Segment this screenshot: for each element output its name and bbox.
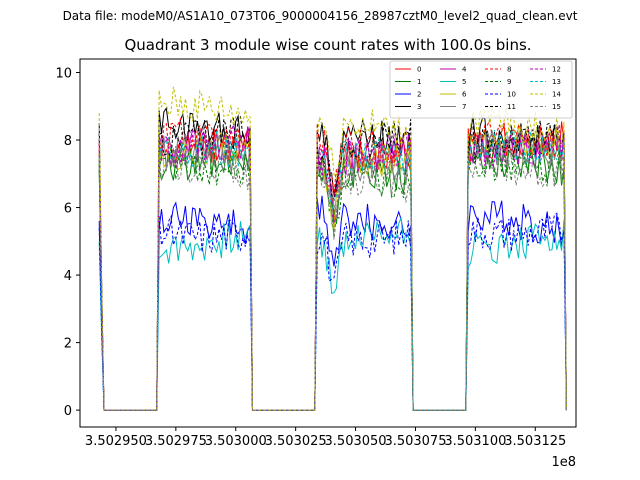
series-line-12: [98, 123, 567, 411]
x-tick-label: 3.503075: [384, 434, 446, 449]
legend-label-12: 12: [552, 66, 561, 74]
legend-label-7: 7: [462, 103, 466, 111]
x-tick-label: 3.503100: [444, 434, 506, 449]
legend-label-6: 6: [462, 91, 467, 99]
legend-label-3: 3: [417, 103, 421, 111]
plot-frame: [79, 58, 577, 428]
x-tick-label: 3.503000: [205, 434, 267, 449]
y-axis: 0 2 4 6 8 10: [55, 67, 80, 419]
y-tick-label: 10: [55, 67, 72, 82]
series-line-8: [98, 117, 567, 411]
series-line-2: [98, 195, 567, 411]
series-line-9: [98, 142, 567, 411]
legend-label-0: 0: [417, 66, 421, 74]
legend-label-14: 14: [552, 91, 561, 99]
y-tick-label: 8: [64, 134, 72, 149]
x-offset-label: 1e8: [551, 455, 576, 470]
legend-label-4: 4: [462, 66, 467, 74]
legend-label-2: 2: [417, 91, 421, 99]
series-line-10: [98, 212, 567, 411]
x-tick-label: 3.503050: [325, 434, 387, 449]
chart-title: Quadrant 3 module wise count rates with …: [124, 36, 531, 54]
legend-label-11: 11: [507, 103, 516, 111]
y-tick-label: 6: [64, 202, 72, 217]
series-line-15: [98, 143, 567, 411]
figure-suptitle: Data file: modeM0/AS1A10_073T06_90000041…: [63, 9, 578, 23]
y-tick-label: 4: [64, 269, 72, 284]
series-line-13: [98, 127, 567, 411]
series-line-4: [98, 126, 567, 411]
series-line-5: [98, 217, 567, 411]
series-line-7: [98, 130, 567, 411]
series-line-6: [98, 123, 567, 411]
legend-label-5: 5: [462, 78, 466, 86]
y-tick-label: 0: [64, 404, 72, 419]
x-tick-label: 3.502950: [85, 434, 147, 449]
x-tick-label: 3.503025: [265, 434, 327, 449]
x-tick-label: 3.502975: [145, 434, 207, 449]
legend-label-9: 9: [507, 78, 511, 86]
series-line-11: [98, 115, 567, 411]
legend-label-10: 10: [507, 91, 516, 99]
x-tick-label: 3.503125: [504, 434, 566, 449]
legend-label-13: 13: [552, 78, 561, 86]
legend-label-15: 15: [552, 103, 561, 111]
legend-box: [389, 60, 573, 119]
y-tick-label: 2: [64, 337, 72, 352]
legend-label-8: 8: [507, 66, 511, 74]
legend-label-1: 1: [417, 78, 421, 86]
plot-lines: [98, 86, 567, 411]
x-axis: 3.5029503.5029753.5030003.5030253.503050…: [85, 427, 566, 449]
